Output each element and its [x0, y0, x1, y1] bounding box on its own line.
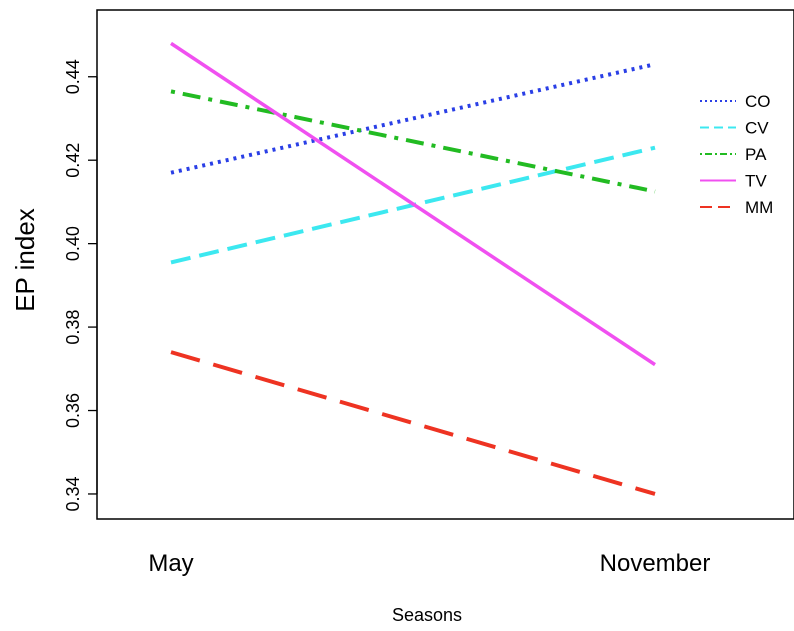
- legend-label-mm: MM: [745, 198, 773, 217]
- y-tick-label: 0.34: [63, 476, 83, 511]
- series-line-mm: [170, 350, 656, 496]
- plot-box: [96, 9, 794, 520]
- series-line-pa: [170, 89, 656, 194]
- y-tick-label: 0.40: [63, 226, 83, 261]
- y-axis: 0.34 0.36 0.38 0.40 0.42 0.44: [63, 59, 98, 511]
- legend-label-cv: CV: [745, 119, 769, 138]
- legend: CO CV PA TV MM: [700, 92, 773, 217]
- series-line-co: [170, 62, 656, 175]
- series-layer: [170, 41, 656, 496]
- y-tick-label: 0.36: [63, 393, 83, 428]
- x-axis-title: Seasons: [392, 605, 462, 625]
- y-tick-label: 0.44: [63, 59, 83, 94]
- series-line-tv: [170, 41, 656, 367]
- x-axis: May November: [148, 550, 710, 577]
- y-tick-label: 0.38: [63, 310, 83, 345]
- legend-label-pa: PA: [745, 145, 767, 164]
- x-tick-label: November: [600, 550, 711, 577]
- legend-label-co: CO: [745, 92, 771, 111]
- legend-label-tv: TV: [745, 172, 767, 191]
- y-axis-title: EP index: [10, 208, 40, 312]
- y-tick-label: 0.42: [63, 143, 83, 178]
- x-tick-label: May: [148, 550, 193, 577]
